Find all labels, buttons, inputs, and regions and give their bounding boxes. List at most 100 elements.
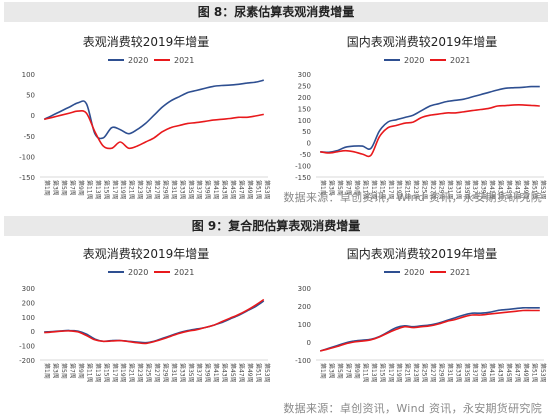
x-tick-label: 第41周 (212, 363, 220, 383)
x-tick-label: 第51周 (530, 363, 538, 383)
x-tick-label: 第3周 (328, 363, 336, 379)
x-tick-label: 第33周 (178, 180, 186, 200)
y-tick-label: 50 (26, 92, 35, 100)
x-tick-label: 第3周 (52, 363, 60, 379)
y-tick-label: 0 (307, 339, 311, 347)
y-tick-label: -100 (295, 163, 311, 171)
x-tick-label: 第43周 (497, 180, 505, 200)
x-tick-label: 第15周 (102, 363, 110, 383)
x-tick-label: 第23周 (412, 180, 420, 200)
y-tick-label: -200 (19, 357, 35, 365)
legend-label-2021: 2021 (450, 268, 470, 277)
x-tick-label: 第49周 (246, 363, 254, 383)
x-tick-label: 第11周 (85, 180, 93, 200)
x-tick-label: 第27周 (429, 363, 437, 383)
x-tick-label: 第5周 (60, 363, 68, 379)
x-tick-label: 第9周 (353, 180, 361, 196)
y-tick-label: 150 (298, 105, 311, 113)
chart-title: 国内表观消费较2019年增量 (347, 246, 498, 261)
x-tick-label: 第17周 (387, 363, 395, 383)
y-tick-label: 200 (298, 303, 311, 311)
x-tick-label: 第47周 (513, 363, 521, 383)
x-tick-label: 第19周 (395, 180, 403, 200)
x-tick-label: 第19周 (395, 363, 403, 383)
x-tick-label: 第49周 (522, 363, 530, 383)
y-tick-label: 100 (298, 117, 311, 125)
series-line-2020 (43, 79, 264, 140)
x-tick-label: 第41周 (212, 180, 220, 200)
y-tick-label: 200 (22, 299, 35, 307)
y-tick-label: 200 (298, 94, 311, 102)
x-tick-label: 第53周 (539, 363, 547, 383)
chart-title: 国内表观消费较2019年增量 (347, 34, 498, 49)
legend-label-2021: 2021 (450, 56, 470, 65)
x-tick-label: 第19周 (119, 363, 127, 383)
series-line-2020 (44, 300, 265, 344)
x-tick-label: 第37周 (195, 363, 203, 383)
x-tick-label: 第21周 (404, 363, 412, 383)
x-tick-label: 第39周 (204, 363, 212, 383)
x-tick-label: 第5周 (336, 363, 344, 379)
x-tick-label: 第5周 (60, 180, 68, 196)
chart-compound-domestic-consumption: 国内表观消费较2019年增量2020 2021-1000100200300第1周第… (295, 246, 547, 383)
figure-9-title: 图 9：复合肥估算表观消费增量 (4, 216, 548, 236)
x-tick-label: 第17周 (111, 363, 119, 383)
x-tick-label: 第35周 (463, 180, 471, 200)
x-tick-label: 第7周 (69, 363, 77, 379)
x-tick-label: 第39周 (480, 363, 488, 383)
x-tick-label: 第27周 (153, 363, 161, 383)
x-tick-label: 第1周 (319, 363, 327, 379)
chart-urea-apparent-consumption: 表观消费较2019年增量 2020 2021 -150 -100 -50 0 50 100 第1周… (19, 34, 271, 200)
x-tick-label: 第31周 (446, 180, 454, 200)
x-tick-label: 第19周 (119, 180, 127, 200)
x-tick-label: 第7周 (345, 363, 353, 379)
x-tick-label: 第13周 (370, 180, 378, 200)
x-tick-label: 第25周 (145, 180, 153, 200)
y-tick-label: 100 (22, 71, 35, 79)
x-tick-label: 第43周 (221, 180, 229, 200)
x-tick-label: 第11周 (361, 363, 369, 383)
series-line-2021 (320, 104, 540, 158)
legend-label-2020: 2020 (404, 268, 424, 277)
x-tick-label: 第23周 (136, 180, 144, 200)
x-tick-label: 第11周 (361, 180, 369, 200)
x-tick-label: 第5周 (336, 180, 344, 196)
x-tick-label: 第13周 (94, 180, 102, 200)
y-tick-label: 0 (307, 140, 311, 148)
legend-label-2020: 2020 (128, 56, 148, 65)
y-tick-label: 100 (22, 314, 35, 322)
x-tick-label: 第21周 (404, 180, 412, 200)
x-tick-label: 第15周 (102, 180, 110, 200)
x-tick-label: 第43周 (221, 363, 229, 383)
x-tick-label: 第21周 (128, 180, 136, 200)
x-tick-label: 第29周 (437, 180, 445, 200)
x-tick-label: 第45周 (505, 363, 513, 383)
y-tick-label: -100 (19, 343, 35, 351)
x-tick-label: 第41周 (488, 363, 496, 383)
x-tick-label: 第47周 (237, 363, 245, 383)
x-tick-label: 第31周 (170, 363, 178, 383)
x-tick-label: 第37周 (195, 180, 203, 200)
y-tick-label: -50 (24, 133, 35, 141)
x-tick-label: 第33周 (178, 363, 186, 383)
y-tick-label: 0 (31, 328, 35, 336)
legend-label-2021: 2021 (174, 56, 194, 65)
y-tick-label: 50 (302, 128, 311, 136)
chart-title: 表观消费较2019年增量 (83, 246, 210, 261)
x-tick-label: 第17周 (111, 180, 119, 200)
x-tick-label: 第37周 (471, 180, 479, 200)
x-tick-label: 第11周 (85, 363, 93, 383)
x-tick-label: 第51周 (254, 180, 262, 200)
chart-urea-domestic-consumption: 国内表观消费较2019年增量 2020 2021 -150 -100 -50 0 50 100 1… (295, 34, 547, 200)
x-tick-label: 第25周 (421, 363, 429, 383)
x-tick-label: 第47周 (237, 180, 245, 200)
x-tick-label: 第15周 (378, 363, 386, 383)
figure-8-source: 数据来源：卓创资讯，Wind 资讯，永安期货研究院 (283, 191, 542, 204)
x-tick-label: 第25周 (421, 180, 429, 200)
x-tick-label: 第7周 (345, 180, 353, 196)
legend-label-2020: 2020 (128, 268, 148, 277)
x-tick-label: 第23周 (136, 363, 144, 383)
y-tick-label: 100 (298, 321, 311, 329)
x-tick-label: 第7周 (69, 180, 77, 196)
series-line-2020 (319, 306, 540, 352)
